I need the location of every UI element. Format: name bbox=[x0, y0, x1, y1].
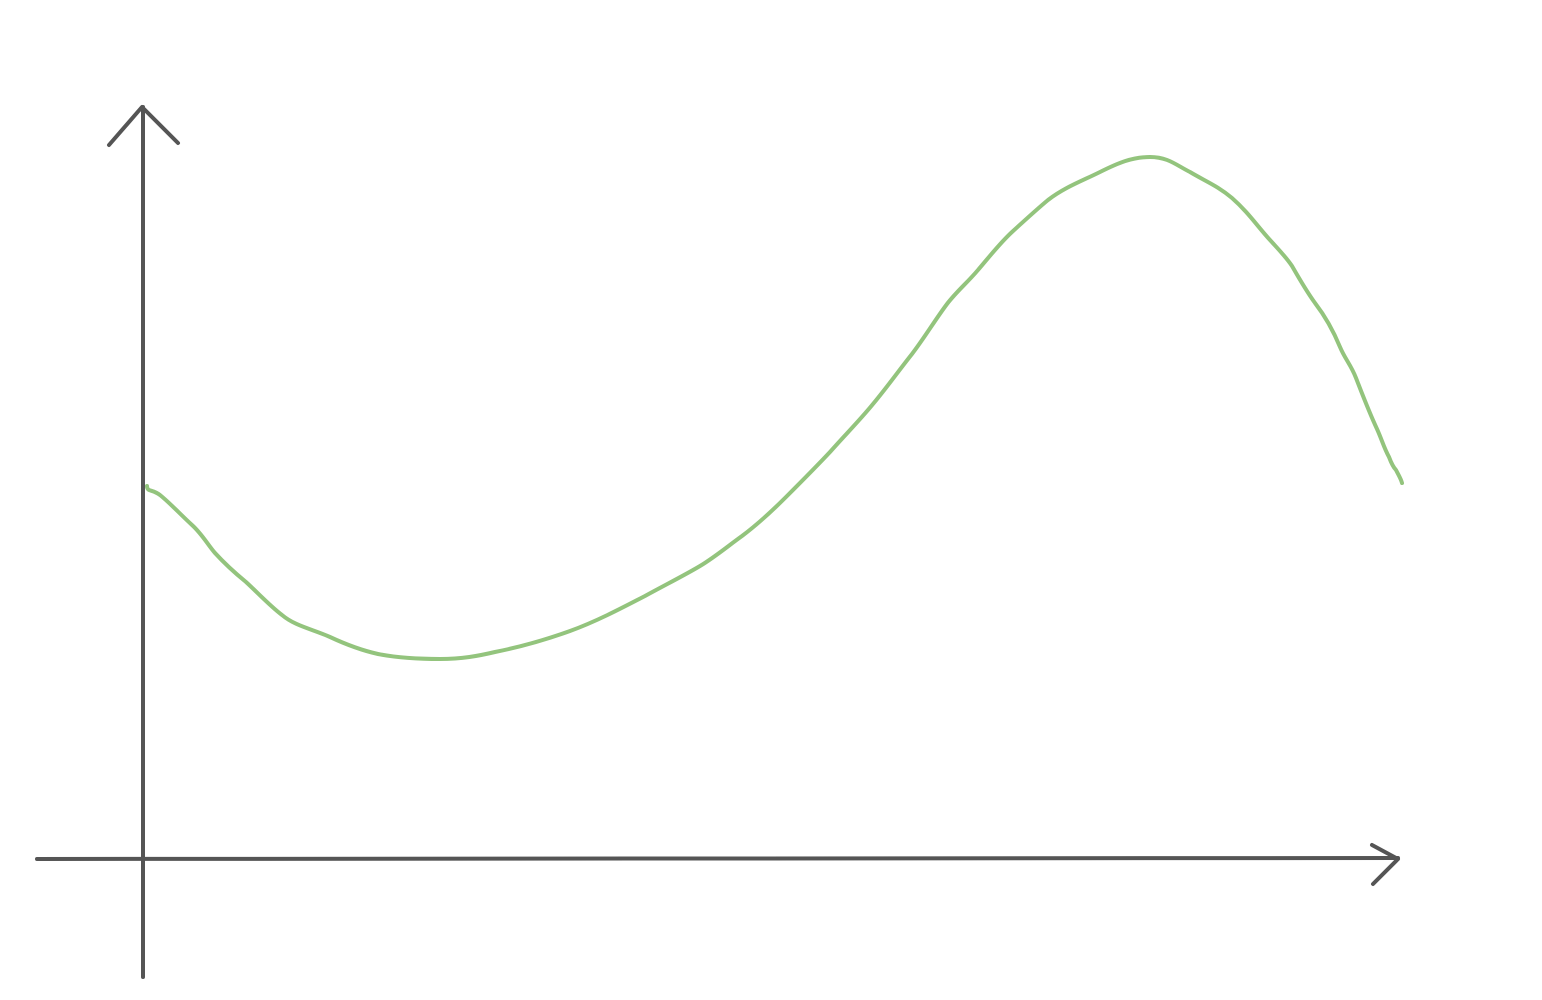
y-axis-arrowhead bbox=[107, 105, 180, 147]
x-axis-arrowhead bbox=[1370, 843, 1400, 886]
data-curve bbox=[145, 155, 1404, 661]
curve-group bbox=[145, 155, 1404, 661]
axes-group bbox=[35, 105, 1400, 979]
x-axis-line bbox=[35, 856, 1400, 861]
